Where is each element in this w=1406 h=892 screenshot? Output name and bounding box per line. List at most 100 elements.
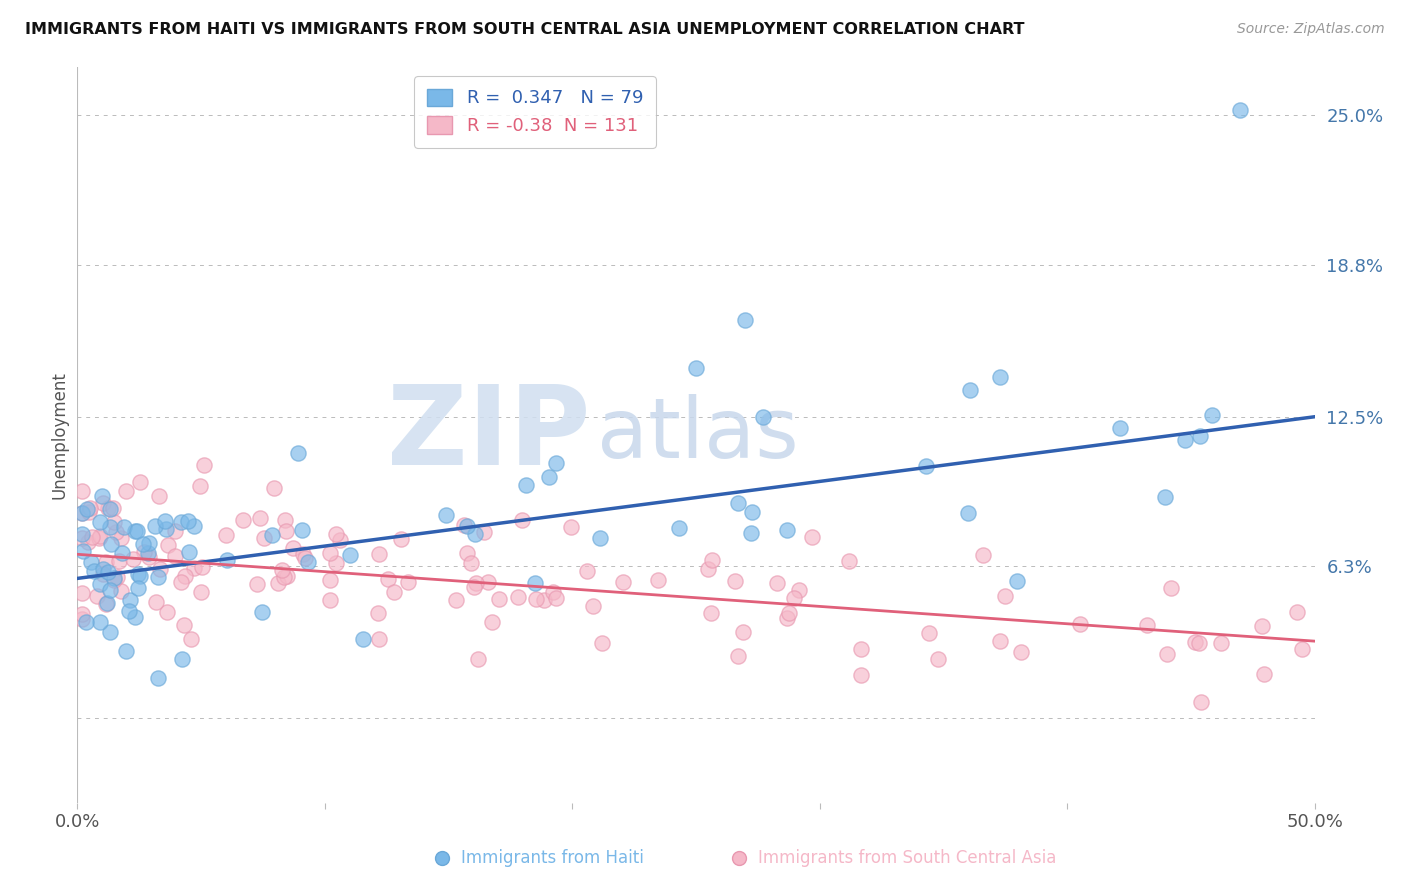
- Point: [104, 524, 127, 539]
- Point: [115, 484, 138, 499]
- Point: [1188, 635, 1211, 649]
- Point: [98, 520, 121, 534]
- Point: [776, 523, 799, 537]
- Point: [121, 551, 143, 566]
- Point: [156, 606, 179, 620]
- Point: [927, 652, 949, 666]
- Point: [988, 370, 1011, 384]
- Point: [838, 554, 860, 568]
- Point: [329, 533, 352, 548]
- Point: [190, 585, 212, 599]
- Point: [456, 546, 478, 560]
- Point: [700, 553, 723, 567]
- Point: [138, 549, 160, 564]
- Point: [465, 575, 488, 590]
- Text: Immigrants from Haiti: Immigrants from Haiti: [461, 849, 644, 867]
- Point: [94, 597, 117, 611]
- Point: [778, 607, 800, 621]
- Point: [72, 586, 94, 600]
- Point: [191, 560, 214, 574]
- Point: [959, 384, 981, 398]
- Point: [537, 470, 560, 484]
- Point: [685, 361, 707, 376]
- Point: [91, 567, 114, 582]
- Point: [1184, 635, 1206, 649]
- Point: [524, 575, 547, 590]
- Point: [918, 626, 941, 640]
- Point: [91, 495, 114, 509]
- Point: [1011, 645, 1033, 659]
- Point: [591, 635, 613, 649]
- Point: [115, 643, 138, 657]
- Point: [103, 571, 125, 585]
- Point: [1286, 605, 1309, 619]
- Point: [232, 513, 254, 527]
- Point: [96, 596, 118, 610]
- Point: [146, 569, 169, 583]
- Point: [1108, 421, 1130, 435]
- Point: [118, 604, 141, 618]
- Point: [173, 617, 195, 632]
- Point: [751, 410, 773, 425]
- Point: [541, 584, 564, 599]
- Point: [389, 532, 412, 546]
- Point: [100, 537, 122, 551]
- Point: [87, 531, 110, 545]
- Point: [396, 574, 419, 589]
- Point: [252, 605, 274, 619]
- Point: [177, 544, 200, 558]
- Point: [172, 652, 194, 666]
- Point: [1209, 636, 1232, 650]
- Point: [377, 572, 399, 586]
- Point: [1007, 574, 1029, 588]
- Point: [783, 591, 806, 606]
- Point: [273, 570, 295, 584]
- Point: [460, 556, 482, 570]
- Point: [77, 505, 100, 519]
- Point: [76, 534, 98, 549]
- Point: [110, 583, 132, 598]
- Point: [464, 527, 486, 541]
- Point: [294, 551, 316, 566]
- Point: [589, 531, 612, 545]
- Point: [246, 577, 269, 591]
- Point: [89, 515, 111, 529]
- Text: IMMIGRANTS FROM HAITI VS IMMIGRANTS FROM SOUTH CENTRAL ASIA UNEMPLOYMENT CORRELA: IMMIGRANTS FROM HAITI VS IMMIGRANTS FROM…: [25, 22, 1025, 37]
- Point: [727, 496, 749, 510]
- Point: [72, 483, 94, 498]
- Point: [382, 584, 405, 599]
- Point: [124, 524, 146, 538]
- Point: [339, 548, 361, 562]
- Point: [271, 563, 294, 577]
- Point: [1291, 641, 1313, 656]
- Point: [217, 553, 239, 567]
- Point: [98, 624, 121, 639]
- Point: [766, 576, 789, 591]
- Point: [988, 633, 1011, 648]
- Point: [727, 648, 749, 663]
- Point: [734, 313, 756, 327]
- Point: [733, 625, 755, 640]
- Point: [98, 582, 121, 597]
- Point: [76, 501, 98, 516]
- Point: [86, 590, 108, 604]
- Point: [111, 546, 134, 560]
- Point: [83, 564, 105, 578]
- Point: [849, 668, 872, 682]
- Point: [319, 592, 342, 607]
- Point: [72, 506, 94, 520]
- Point: [544, 456, 567, 470]
- Point: [80, 530, 103, 544]
- Point: [132, 537, 155, 551]
- Point: [510, 514, 533, 528]
- Point: [582, 599, 605, 613]
- Point: [103, 573, 125, 587]
- Point: [193, 458, 215, 472]
- Point: [145, 595, 167, 609]
- Point: [787, 582, 810, 597]
- Point: [472, 525, 495, 540]
- Point: [1189, 429, 1212, 443]
- Point: [143, 519, 166, 533]
- Point: [700, 606, 723, 620]
- Point: [915, 459, 938, 474]
